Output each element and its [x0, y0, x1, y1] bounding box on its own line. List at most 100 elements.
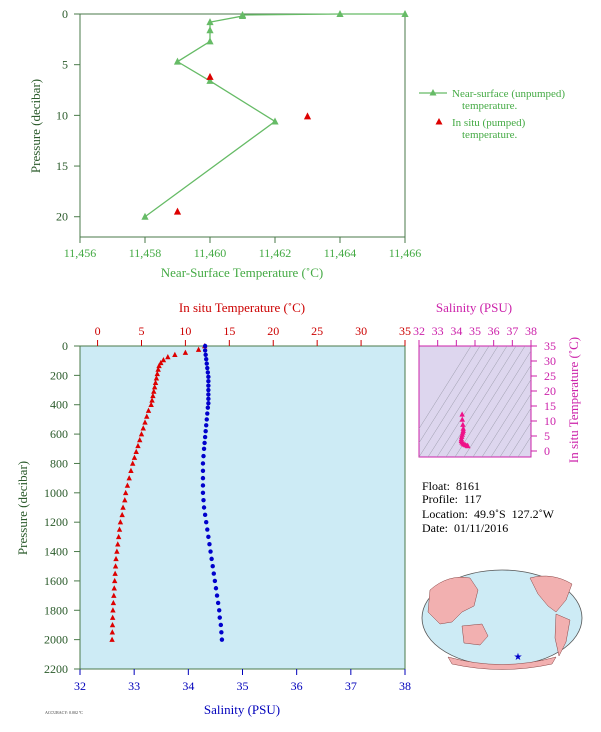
salinity-point [200, 483, 206, 488]
pumped-temperature-point [173, 207, 182, 215]
temperature-point [153, 375, 160, 381]
profile-plot-area [79, 345, 406, 670]
density-contour [499, 407, 531, 457]
temperature-tick-label: 15 [223, 324, 235, 338]
temperature-point [122, 489, 129, 496]
legend-label-unpumped: Near-surface (unpumped) temperature. [452, 88, 565, 112]
land-antarctica [447, 656, 557, 670]
temperature-point [131, 454, 138, 460]
near-surface-x-tick-label: 11,464 [324, 246, 357, 260]
unpumped-temperature-point [271, 117, 279, 125]
salinity-tick-label: 33 [128, 679, 140, 693]
density-contour [472, 364, 531, 457]
pressure-tick-label: 1600 [44, 574, 68, 588]
salinity-point [200, 468, 206, 473]
ts-plot-area [418, 345, 532, 458]
salinity-point [213, 586, 219, 591]
near-surface-y-axis-label: Pressure (decibar) [28, 79, 43, 173]
temperature-point [120, 504, 126, 510]
ts-salinity-tick-label: 37 [506, 324, 518, 338]
temperature-point [195, 346, 202, 352]
temperature-point [114, 548, 120, 554]
ts-salinity-tick-label: 34 [450, 324, 462, 338]
pressure-tick-label: 600 [50, 427, 68, 441]
salinity-point [217, 615, 222, 620]
salinity-point [205, 370, 211, 375]
land-australia [461, 623, 489, 646]
temperature-point [109, 636, 115, 642]
temperature-point [122, 497, 128, 503]
profile-chart: 0 5 10 15 20 25 30 35 32 33 34 35 36 37 38 0 200 400 600… [15, 300, 411, 717]
salinity-point [201, 497, 206, 503]
salinity-series [200, 343, 225, 642]
near-surface-chart: 11,456 11,458 11,460 11,462 11,464 11,466 0 5 1… [28, 7, 565, 280]
salinity-point [207, 542, 212, 547]
ts-salinity-tick-label: 35 [469, 324, 481, 338]
salinity-point [206, 374, 211, 380]
temperature-point [112, 570, 118, 576]
temperature-tick-label: 5 [138, 324, 144, 338]
locator-map: ★ [421, 569, 583, 670]
pressure-tick-label: 1400 [44, 545, 68, 559]
temperature-point [109, 614, 116, 620]
land-north-america [529, 575, 573, 613]
salinity-point [202, 434, 208, 440]
temperature-point [133, 448, 139, 454]
temperature-point [110, 599, 117, 606]
salinity-point [211, 571, 216, 576]
near-surface-x-axis-label: Near-Surface Temperature (˚C) [161, 265, 323, 280]
near-surface-y-tick-label: 10 [56, 108, 68, 122]
ts-temperature-tick-label: 15 [544, 399, 556, 413]
temperature-point [111, 585, 117, 591]
near-surface-plot-frame [79, 13, 406, 238]
temperature-tick-label: 20 [267, 324, 279, 338]
salinity-point [201, 453, 206, 459]
salinity-point [206, 396, 211, 402]
temperature-point [111, 577, 118, 584]
float-id: Float: 8161 [422, 479, 480, 493]
temperature-point [142, 419, 148, 425]
density-contour [517, 436, 531, 457]
ts-temperature-tick-label: 10 [544, 414, 556, 428]
temperature-point [144, 413, 150, 419]
salinity-tick-label: 36 [291, 679, 303, 693]
salinity-point [204, 519, 209, 525]
density-contour [427, 346, 499, 457]
near-surface-x-tick-label: 11,466 [389, 246, 422, 260]
salinity-tick-label: 37 [345, 679, 357, 693]
land-south-america [554, 613, 571, 657]
salinity-point [205, 527, 210, 532]
density-contour [490, 393, 531, 457]
salinity-point [206, 392, 211, 397]
unpumped-temperature-point [206, 37, 214, 45]
pumped-temperature-point [303, 112, 312, 120]
near-surface-y-tick-label: 15 [56, 159, 68, 173]
density-contour [419, 346, 490, 457]
temperature-point [151, 384, 158, 390]
date: Date: 01/11/2016 [422, 521, 508, 535]
temperature-point [151, 388, 157, 394]
legend-label-line: In situ (pumped) [452, 117, 526, 129]
ts-salinity-axis-label: Salinity (PSU) [436, 300, 512, 315]
temperature-point [156, 362, 162, 369]
temperature-point [150, 392, 156, 399]
ts-temperature-tick-label: 5 [544, 429, 550, 443]
salinity-point [202, 348, 208, 353]
salinity-point [206, 383, 211, 388]
temperature-point [160, 356, 167, 363]
temperature-point [145, 407, 152, 413]
salinity-tick-label: 35 [237, 679, 249, 693]
temperature-point [124, 482, 131, 488]
temperature-point [152, 379, 159, 385]
salinity-point [203, 428, 208, 434]
salinity-point [204, 357, 209, 362]
temperature-series [109, 343, 208, 642]
pressure-tick-label: 1000 [44, 486, 68, 500]
near-surface-y-tick-label: 20 [56, 210, 68, 224]
temperature-point [113, 555, 119, 562]
salinity-point [219, 637, 225, 642]
temperature-point [116, 526, 123, 532]
ts-salinity-tick-label: 36 [488, 324, 500, 338]
float-info: Float: 8161 Profile: 117 Location: 49.9˚… [422, 479, 555, 535]
